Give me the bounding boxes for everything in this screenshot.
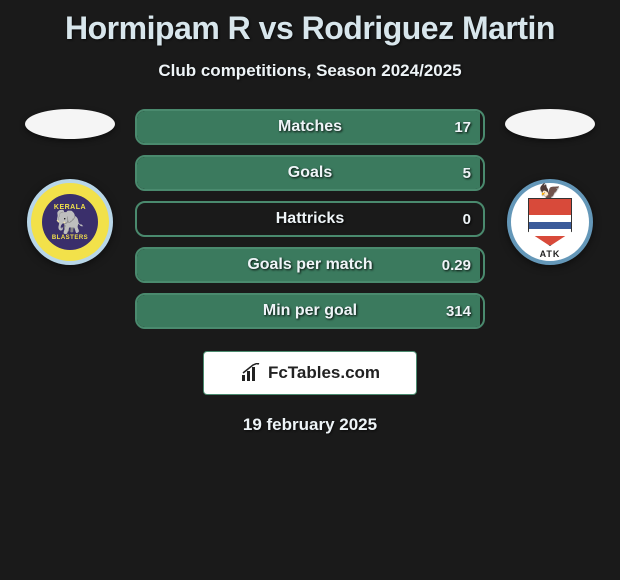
right-club-inner: 🦅 ATK [515, 187, 585, 257]
left-club-label-bottom: BLASTERS [52, 235, 88, 241]
elephant-icon: 🐘 [55, 211, 85, 235]
left-club-badge: KERALA 🐘 BLASTERS [27, 179, 113, 265]
stat-value: 0.29 [442, 257, 471, 274]
main-row: KERALA 🐘 BLASTERS Matches17 Goals5 Hattric… [0, 109, 620, 329]
subtitle: Club competitions, Season 2024/2025 [0, 61, 620, 81]
stats-column: Matches17 Goals5 Hattricks0 Goals per match… [135, 109, 485, 329]
page-title: Hormipam R vs Rodriguez Martin [0, 0, 620, 47]
stat-bar: Matches17 [135, 109, 485, 145]
right-flag [505, 109, 595, 139]
right-club-badge: 🦅 ATK [507, 179, 593, 265]
stat-value: 5 [463, 165, 471, 182]
right-player-col: 🦅 ATK [495, 109, 605, 265]
left-club-inner: KERALA 🐘 BLASTERS [42, 194, 98, 250]
stat-bar: Goals5 [135, 155, 485, 191]
stat-label: Goals [137, 164, 483, 182]
branding-text: FcTables.com [268, 363, 380, 383]
stat-bar: Goals per match0.29 [135, 247, 485, 283]
stat-label: Hattricks [137, 210, 483, 228]
stat-bar: Hattricks0 [135, 201, 485, 237]
widget-container: Hormipam R vs Rodriguez Martin Club comp… [0, 0, 620, 440]
date-text: 19 february 2025 [0, 415, 620, 435]
chart-icon [240, 363, 262, 383]
stat-label: Goals per match [137, 256, 483, 274]
stat-value: 314 [446, 303, 471, 320]
branding-box[interactable]: FcTables.com [203, 351, 417, 395]
stat-value: 0 [463, 211, 471, 228]
shield-icon [528, 198, 572, 246]
stat-label: Min per goal [137, 302, 483, 320]
stat-bar: Min per goal314 [135, 293, 485, 329]
stat-value: 17 [454, 119, 471, 136]
stat-label: Matches [137, 118, 483, 136]
left-flag [25, 109, 115, 139]
right-club-label: ATK [540, 249, 561, 259]
left-player-col: KERALA 🐘 BLASTERS [15, 109, 125, 265]
